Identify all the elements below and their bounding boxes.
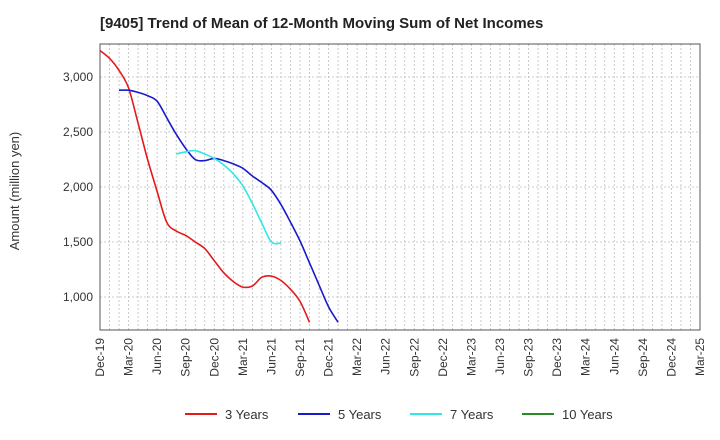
legend: 3 Years 5 Years 7 Years 10 Years xyxy=(185,407,613,422)
y-tick-label: 2,500 xyxy=(63,125,93,139)
x-tick-label: Sep-24 xyxy=(636,338,650,377)
x-tick-label: Dec-24 xyxy=(664,338,678,377)
x-tick-label: Mar-22 xyxy=(350,338,364,376)
y-tick-label: 2,000 xyxy=(63,180,93,194)
series-layer xyxy=(99,49,339,323)
x-tick-label: Dec-21 xyxy=(322,338,336,377)
legend-label-7-years: 7 Years xyxy=(450,407,494,422)
legend-label-10-years: 10 Years xyxy=(562,407,613,422)
series-line-5-years xyxy=(118,89,339,323)
x-tick-label: Mar-21 xyxy=(236,338,250,376)
x-tick-label: Jun-24 xyxy=(607,338,621,375)
y-tick-label: 1,500 xyxy=(63,235,93,249)
x-tick-label: Sep-23 xyxy=(522,338,536,377)
x-tick-label: Mar-23 xyxy=(464,338,478,376)
x-tick-label: Dec-19 xyxy=(93,338,107,377)
chart-title: [9405] Trend of Mean of 12-Month Moving … xyxy=(100,15,544,32)
y-axis-label: Amount (million yen) xyxy=(7,132,22,251)
y-tick-label: 1,000 xyxy=(63,290,93,304)
grid-layer xyxy=(100,44,700,330)
x-tick-label: Jun-23 xyxy=(493,338,507,375)
y-tick-labels: 1,000 1,500 2,000 2,500 3,000 xyxy=(63,70,93,304)
series-line-3-years xyxy=(99,49,311,323)
x-tick-label: Sep-20 xyxy=(179,338,193,377)
x-tick-label: Sep-22 xyxy=(407,338,421,377)
x-tick-label: Jun-22 xyxy=(379,338,393,375)
x-tick-label: Mar-25 xyxy=(693,338,707,376)
legend-label-5-years: 5 Years xyxy=(338,407,382,422)
x-tick-label: Sep-21 xyxy=(293,338,307,377)
y-tick-label: 3,000 xyxy=(63,70,93,84)
x-tick-label: Dec-20 xyxy=(207,338,221,377)
x-tick-labels: Dec-19 Mar-20 Jun-20 Sep-20 Dec-20 Mar-21 Jun-… xyxy=(93,338,707,377)
x-tick-label: Dec-22 xyxy=(436,338,450,377)
series-line-7-years xyxy=(176,149,282,245)
plot-frame xyxy=(99,43,701,331)
x-tick-label: Jun-21 xyxy=(264,338,278,375)
x-tick-label: Dec-23 xyxy=(550,338,564,377)
legend-label-3-years: 3 Years xyxy=(225,407,269,422)
x-tick-label: Mar-24 xyxy=(579,338,593,376)
x-tick-label: Mar-20 xyxy=(122,338,136,376)
x-tick-label: Jun-20 xyxy=(150,338,164,375)
